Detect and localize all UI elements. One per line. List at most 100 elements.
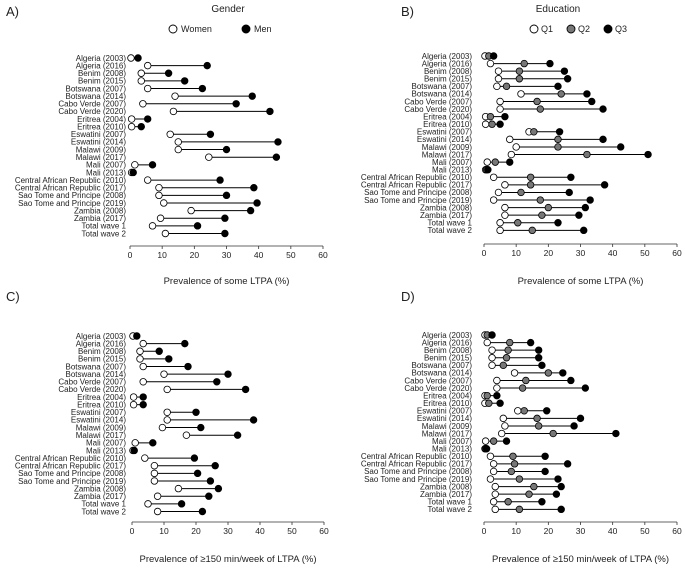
category-label: Central African Republic (2017) — [361, 181, 473, 190]
category-label: Botswana (2014) — [66, 370, 127, 379]
point-q1 — [507, 150, 516, 159]
category-label: Malawi (2009) — [422, 422, 473, 431]
point-q2 — [530, 128, 538, 136]
point-q2 — [506, 338, 514, 347]
point-q1 — [486, 452, 495, 460]
point-men — [133, 332, 141, 340]
legend-q3-marker — [603, 24, 613, 34]
category-label: Zambia (2017) — [420, 490, 472, 499]
category-label: Eswatini (2007) — [417, 407, 472, 416]
category-label: Central African Republic (2010) — [15, 454, 127, 463]
point-q1 — [486, 475, 495, 483]
point-men — [181, 339, 189, 348]
point-women — [163, 408, 171, 416]
category-label: Cabo Verde (2020) — [58, 107, 126, 116]
point-women — [141, 454, 149, 462]
point-women — [143, 61, 152, 70]
x-tick-label: 0 — [130, 526, 135, 536]
x-tick-label: 10 — [157, 250, 167, 260]
point-women — [163, 385, 171, 394]
point-q1 — [499, 414, 507, 423]
legend-women-label: Women — [181, 24, 212, 34]
category-label: Zambia (2008) — [420, 203, 472, 212]
point-women — [143, 84, 152, 93]
category-label: Botswana (2014) — [412, 369, 473, 378]
point-q2 — [544, 203, 553, 212]
point-men — [193, 222, 202, 230]
point-women — [174, 145, 182, 154]
point-q3 — [576, 414, 585, 423]
point-q1 — [501, 211, 509, 219]
point-men — [241, 385, 250, 394]
category-label: Algeria (2003) — [422, 331, 473, 340]
point-q2 — [514, 219, 522, 227]
x-tick-label: 60 — [319, 526, 329, 536]
point-q2 — [554, 135, 562, 144]
point-q2 — [554, 143, 562, 151]
point-q1 — [494, 75, 503, 83]
point-men — [190, 454, 199, 462]
point-women — [139, 339, 147, 348]
point-q3 — [599, 105, 607, 113]
point-q3 — [534, 354, 543, 362]
point-women — [129, 393, 138, 401]
panel-a-label: A) — [6, 4, 19, 19]
category-label: Sao Tome and Principe (2019) — [364, 196, 472, 205]
point-q1 — [510, 369, 519, 377]
point-q3 — [541, 467, 549, 476]
point-men — [198, 84, 207, 93]
point-women — [155, 184, 163, 192]
category-label: Cabo Verde (2020) — [404, 105, 472, 114]
point-q1 — [496, 105, 504, 113]
category-label: Eritrea (2010) — [423, 399, 472, 408]
point-q3 — [557, 482, 565, 491]
point-q1 — [491, 505, 499, 514]
point-q1 — [494, 67, 503, 75]
point-men — [184, 362, 192, 371]
x-tick-label: 50 — [640, 248, 650, 258]
category-label: Cabo Verde (2007) — [58, 100, 126, 109]
x-tick-label: 60 — [672, 526, 682, 536]
category-label: Algeria (2016) — [422, 338, 473, 347]
category-label: Central African Republic (2010) — [361, 173, 473, 182]
category-label: Cabo Verde (2007) — [404, 376, 472, 385]
category-label: Eswatini (2014) — [71, 138, 126, 147]
category-label: Benim (2015) — [424, 75, 472, 84]
point-q1 — [493, 376, 501, 385]
category-label: Central African Republic (2017) — [361, 460, 473, 469]
point-q3 — [554, 475, 562, 483]
panel-a-title: Gender — [211, 4, 245, 15]
point-q3 — [586, 196, 594, 204]
point-q3 — [501, 112, 509, 121]
point-men — [221, 214, 229, 222]
point-q3 — [575, 211, 583, 219]
x-axis-label: Prevalence of ≥150 min/week of LTPA (%) — [140, 554, 317, 565]
category-label: Sao Tome and Principe (2019) — [18, 199, 126, 208]
point-q3 — [583, 90, 591, 98]
category-label: Eswatini (2007) — [71, 130, 126, 139]
category-label: Malawi (2017) — [76, 153, 127, 162]
point-women — [139, 362, 147, 371]
point-q2 — [483, 391, 491, 400]
panel-a-plot: 0 10 20 30 40 50 60 Prevalence of some LTPA (%)… — [15, 54, 328, 287]
point-q2 — [526, 173, 535, 181]
category-label: Malawi (2009) — [422, 143, 473, 152]
point-q1 — [501, 422, 509, 430]
point-men — [221, 229, 229, 238]
legend-q2-marker — [566, 24, 576, 34]
point-q1 — [491, 482, 499, 491]
category-label: Benim (2008) — [424, 67, 472, 76]
category-label: Mali (2013) — [432, 445, 472, 454]
x-tick-label: 30 — [222, 250, 232, 260]
point-q3 — [502, 437, 511, 445]
point-q1 — [481, 120, 490, 128]
point-q1 — [501, 203, 509, 212]
x-tick-label: 40 — [608, 526, 618, 536]
legend-women-marker — [168, 24, 178, 34]
point-q3 — [482, 445, 491, 453]
category-label: Eswatini (2014) — [71, 416, 126, 425]
category-label: Central African Republic (2017) — [15, 462, 127, 471]
category-label: Eritrea (2004) — [77, 115, 126, 124]
point-q3 — [538, 361, 546, 370]
point-women — [166, 130, 174, 138]
